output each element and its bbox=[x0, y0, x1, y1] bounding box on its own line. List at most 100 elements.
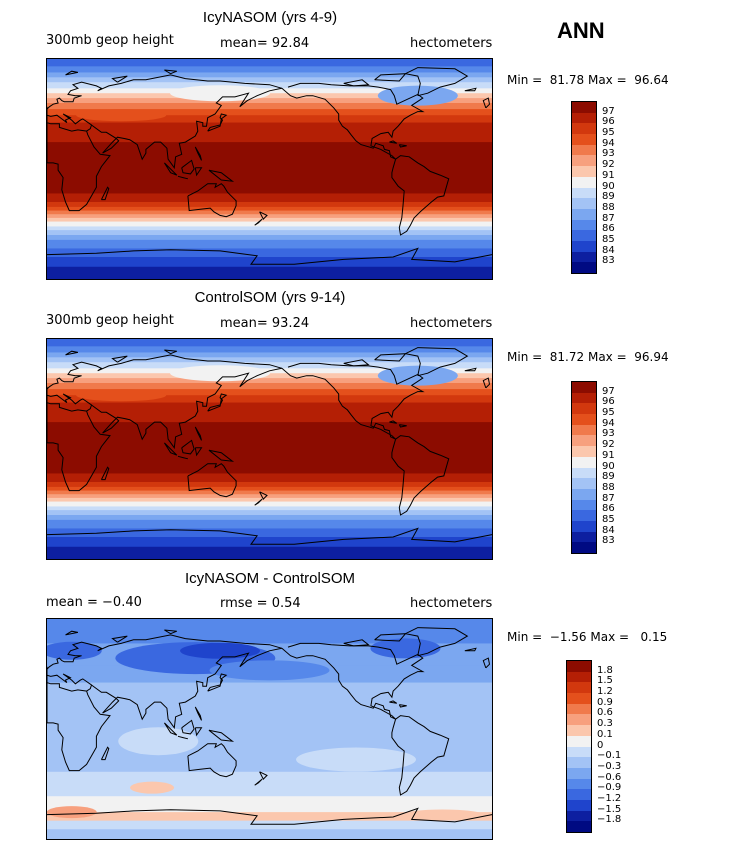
contour-band bbox=[47, 193, 492, 203]
coastline bbox=[343, 639, 370, 647]
coastline bbox=[47, 354, 283, 390]
coastline bbox=[177, 175, 189, 180]
coastline bbox=[343, 359, 370, 367]
colorbar-tick-label: 97 bbox=[602, 105, 615, 117]
colorbar bbox=[571, 381, 597, 554]
colorbar-swatch bbox=[572, 531, 596, 543]
colorbar-tick-label: 91 bbox=[602, 449, 615, 461]
world-map bbox=[47, 59, 492, 279]
coastline bbox=[47, 527, 492, 545]
colorbar-swatch bbox=[572, 510, 596, 521]
colorbar-swatch bbox=[572, 392, 596, 404]
colorbar-swatch bbox=[572, 467, 596, 479]
contour-band bbox=[47, 230, 492, 236]
contour-band bbox=[47, 266, 492, 279]
contour-band bbox=[47, 239, 492, 249]
contour-band bbox=[47, 501, 492, 507]
colorbar-swatch bbox=[572, 488, 596, 500]
coastline bbox=[259, 211, 268, 220]
world-map bbox=[47, 619, 492, 839]
colorbar-tick-label: 87 bbox=[602, 212, 615, 224]
colorbar-tick-label: 83 bbox=[602, 255, 615, 267]
coastline bbox=[398, 424, 407, 428]
coastline bbox=[47, 247, 492, 265]
coastline bbox=[163, 442, 178, 456]
contour-band bbox=[47, 202, 492, 208]
contour-band bbox=[47, 389, 492, 396]
coastline bbox=[47, 807, 492, 825]
colorbar-tick-label: 93 bbox=[602, 428, 615, 440]
colorbar-swatch bbox=[567, 789, 591, 800]
contour-band bbox=[47, 142, 492, 194]
coastline bbox=[464, 367, 477, 372]
coastline bbox=[281, 82, 425, 160]
coastline bbox=[374, 633, 407, 642]
colorbar-tick-label: 96 bbox=[602, 396, 615, 408]
contour-band bbox=[47, 109, 492, 116]
coastline bbox=[65, 70, 78, 76]
coastline bbox=[91, 367, 282, 450]
colorbar-swatch bbox=[572, 478, 596, 489]
contour-band bbox=[47, 829, 492, 839]
colorbar-tick-label: −1.2 bbox=[597, 792, 622, 804]
colorbar-tick-label: 90 bbox=[602, 180, 615, 192]
map-panel bbox=[46, 618, 493, 840]
colorbar-swatch bbox=[572, 446, 596, 457]
coastline bbox=[403, 67, 469, 97]
coastline bbox=[164, 69, 177, 75]
contour-band bbox=[47, 115, 492, 124]
colorbar-swatch bbox=[572, 144, 596, 156]
contour-band bbox=[47, 682, 492, 718]
coastline bbox=[177, 455, 189, 460]
colorbar-tick-label: 0 bbox=[597, 739, 604, 751]
contour-band bbox=[47, 519, 492, 529]
colorbar-tick-label: 96 bbox=[602, 116, 615, 128]
contour-band bbox=[47, 72, 492, 78]
contour-blob bbox=[170, 365, 271, 382]
contour-band bbox=[47, 528, 492, 538]
contour-band bbox=[47, 93, 492, 99]
contour-blob bbox=[130, 781, 175, 794]
colorbar-tick-label: 0.9 bbox=[597, 696, 613, 708]
coastline bbox=[482, 657, 491, 669]
coastline bbox=[389, 140, 398, 144]
contour-band bbox=[47, 352, 492, 358]
coastline bbox=[254, 498, 263, 506]
contour-band bbox=[47, 103, 492, 110]
units-label: hectometers bbox=[410, 316, 493, 331]
coastline bbox=[91, 647, 282, 730]
colorbar-tick-label: 86 bbox=[602, 503, 615, 515]
contour-band bbox=[47, 546, 492, 559]
colorbar-tick-label: 0.6 bbox=[597, 707, 613, 719]
contour-band bbox=[47, 395, 492, 404]
colorbar-tick-label: 88 bbox=[602, 201, 615, 213]
colorbar-swatch bbox=[567, 661, 591, 672]
map-panel bbox=[46, 58, 493, 280]
colorbar-swatch bbox=[572, 499, 596, 511]
contour-band bbox=[47, 473, 492, 483]
contour-band bbox=[47, 796, 492, 813]
contour-band bbox=[47, 482, 492, 488]
colorbar-tick-label: −1.8 bbox=[597, 814, 622, 826]
colorbar-tick-label: 1.2 bbox=[597, 686, 613, 698]
coastline bbox=[187, 463, 237, 498]
coastline bbox=[389, 420, 398, 424]
season-label: ANN bbox=[557, 18, 605, 43]
colorbar-tick-label: 97 bbox=[602, 385, 615, 397]
coastline bbox=[343, 79, 370, 87]
colorbar-swatch bbox=[567, 714, 591, 726]
coastline bbox=[187, 183, 237, 218]
contour-band bbox=[47, 378, 492, 384]
coastline bbox=[207, 113, 228, 132]
variable-label: 300mb geop height bbox=[46, 313, 174, 328]
coastline bbox=[65, 350, 78, 356]
contour-band bbox=[47, 357, 492, 363]
colorbar-swatch bbox=[567, 810, 591, 822]
coastline bbox=[403, 627, 469, 657]
contour-band bbox=[47, 98, 492, 104]
colorbar-tick-label: 85 bbox=[602, 513, 615, 525]
colorbar-swatch bbox=[572, 102, 596, 113]
world-map bbox=[47, 339, 492, 559]
colorbar-swatch bbox=[572, 520, 596, 532]
coastline bbox=[259, 771, 268, 780]
